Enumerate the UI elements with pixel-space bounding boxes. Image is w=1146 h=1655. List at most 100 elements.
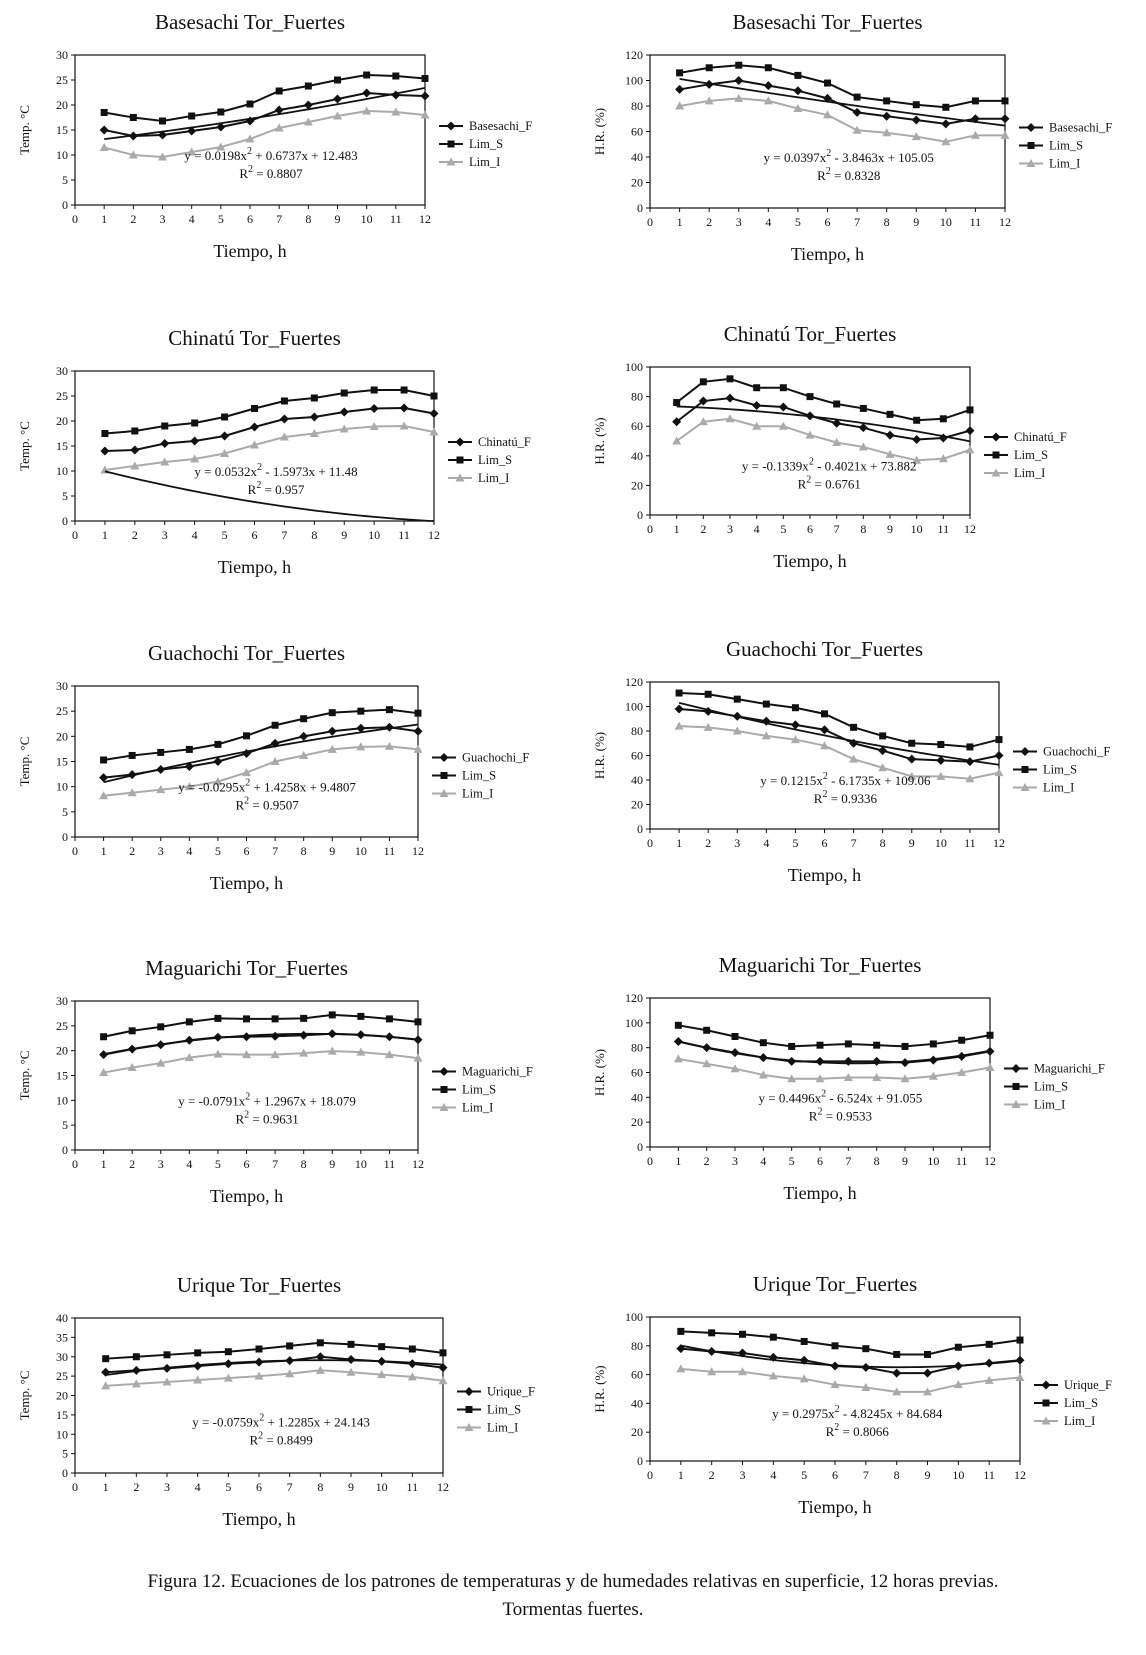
x-tick-label: 6 (244, 1157, 250, 1171)
series-Lim_I (99, 1046, 423, 1077)
data-point (815, 1074, 825, 1083)
data-point (912, 455, 922, 464)
data-point (753, 384, 761, 392)
data-point (407, 1372, 417, 1381)
x-tick-label: 12 (437, 1480, 449, 1494)
legend-marker (1042, 1399, 1050, 1407)
data-point (362, 106, 372, 115)
series-line (676, 397, 971, 441)
data-point (309, 429, 319, 437)
x-tick-label: 5 (225, 1480, 231, 1494)
data-point (220, 431, 230, 441)
y-tick-label: 5 (62, 489, 68, 503)
data-point (907, 754, 917, 764)
x-tick-label: 4 (770, 1468, 776, 1482)
series-Lim_I (99, 106, 430, 161)
data-point (893, 1350, 901, 1358)
legend-entry: Lim_I (469, 155, 500, 169)
x-tick-label: 7 (287, 1480, 293, 1494)
data-point (254, 1371, 264, 1380)
legend-entry: Lim_S (1049, 139, 1083, 153)
x-tick-label: 2 (705, 836, 711, 850)
y-tick-label: 20 (56, 98, 68, 112)
y-tick-label: 40 (631, 1396, 643, 1410)
x-tick-label: 0 (647, 522, 653, 536)
data-point (738, 1367, 747, 1376)
data-point (762, 700, 770, 708)
x-tick-label: 10 (952, 1468, 964, 1482)
x-tick-label: 11 (384, 1157, 396, 1171)
y-tick-label: 15 (56, 755, 68, 769)
data-point (882, 111, 892, 121)
x-tick-label: 7 (854, 215, 860, 229)
x-tick-label: 5 (218, 212, 224, 226)
data-point (938, 454, 948, 463)
series-Lim_S (100, 1011, 422, 1041)
legend-entry: Lim_I (462, 787, 493, 801)
y-axis-label: Temp. °C (17, 1051, 32, 1101)
data-point (793, 86, 803, 96)
data-point (356, 742, 366, 751)
data-point (214, 740, 222, 748)
series-Lim_S (673, 375, 974, 424)
x-tick-label: 12 (419, 212, 431, 226)
x-tick-label: 1 (678, 1468, 684, 1482)
y-axis-label: Temp. °C (17, 105, 32, 155)
x-tick-label: 9 (902, 1154, 908, 1168)
y-tick-label: 100 (625, 1310, 643, 1324)
data-point (752, 421, 762, 430)
data-point (191, 419, 199, 427)
legend-marker (1026, 159, 1036, 167)
data-point (923, 1387, 932, 1396)
data-point (763, 96, 773, 105)
y-tick-label: 10 (56, 1427, 68, 1441)
data-point (271, 721, 279, 729)
data-point (805, 430, 815, 439)
y-tick-label: 30 (56, 679, 68, 693)
data-point (327, 726, 337, 736)
trend-line (678, 1040, 991, 1065)
trend-line (103, 1032, 419, 1056)
data-point (759, 1039, 767, 1047)
data-point (733, 695, 741, 703)
x-tick-label: 2 (129, 844, 135, 858)
data-point (131, 1379, 141, 1388)
data-point (1001, 97, 1009, 105)
series-Lim_S (100, 706, 422, 764)
y-tick-label: 5 (62, 173, 68, 187)
data-point (1000, 114, 1010, 124)
plot-frame (649, 54, 1006, 209)
series-line (680, 1347, 1021, 1375)
chart-title: Basesachi Tor_Fuertes (732, 10, 922, 34)
x-tick-label: 5 (222, 528, 228, 542)
legend-marker (991, 432, 1001, 442)
data-point (986, 1031, 994, 1039)
data-point (734, 76, 744, 85)
data-point (852, 107, 862, 117)
trend-r2: R2 = 0.9533 (809, 1106, 872, 1123)
data-point (279, 414, 289, 424)
data-point (859, 404, 867, 412)
legend-entry: Guachochi_F (462, 751, 529, 765)
data-point (941, 137, 951, 146)
data-point (705, 64, 713, 72)
data-point (850, 723, 858, 731)
legend-marker (1020, 747, 1030, 756)
data-point (965, 426, 975, 436)
data-point (157, 748, 165, 756)
data-point (129, 114, 137, 121)
x-tick-label: 7 (863, 1468, 869, 1482)
legend-marker (456, 456, 464, 464)
data-point (731, 1032, 739, 1040)
data-point (271, 1015, 279, 1023)
x-tick-label: 11 (956, 1154, 968, 1168)
x-tick-label: 1 (677, 215, 683, 229)
y-tick-label: 20 (631, 478, 643, 492)
y-tick-label: 120 (625, 675, 643, 689)
data-point (873, 1041, 881, 1049)
series-line (103, 91, 426, 138)
series-line (679, 79, 1005, 125)
